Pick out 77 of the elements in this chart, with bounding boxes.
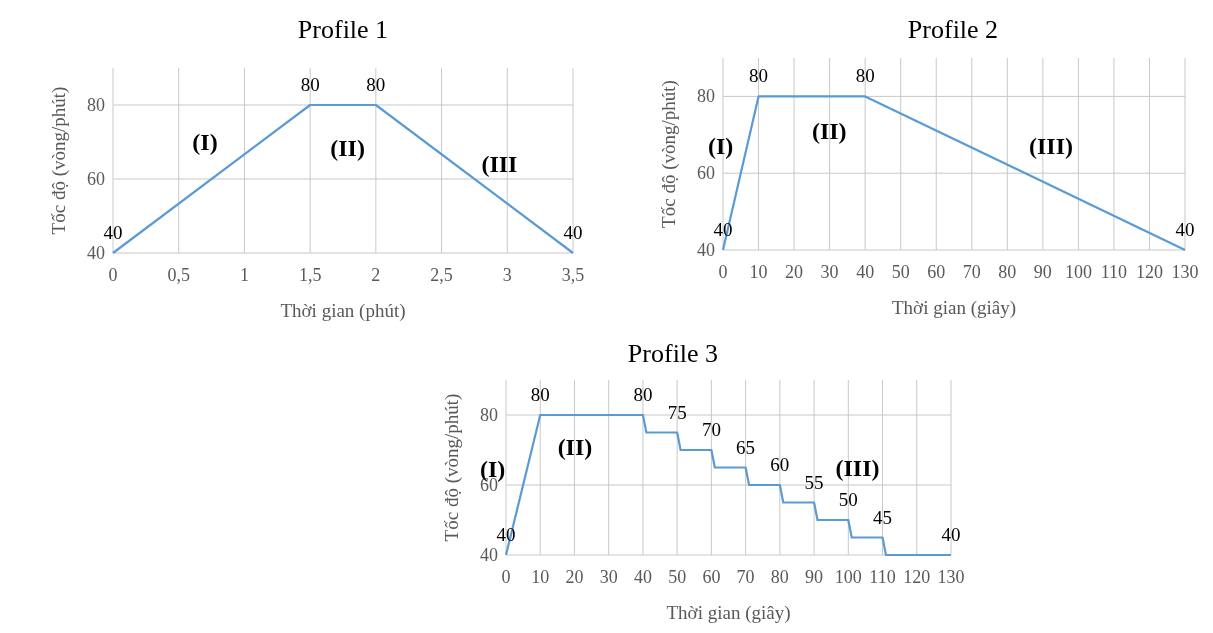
annotation: (III) — [835, 454, 880, 481]
y-tick-label: 80 — [87, 95, 105, 115]
x-tick-label: 80 — [770, 567, 789, 587]
data-label: 80 — [366, 74, 386, 95]
data-label: 40 — [941, 524, 961, 545]
y-tick-label: 40 — [480, 545, 498, 565]
y-tick-label: 80 — [697, 86, 715, 107]
x-tick-label: 110 — [1100, 262, 1128, 282]
x-tick-label: 0 — [718, 262, 728, 282]
x-tick-label: 1 — [239, 265, 249, 285]
chart-title: Profile 2 — [907, 15, 999, 44]
data-label: 80 — [530, 384, 550, 405]
x-tick-label: 10 — [749, 262, 768, 282]
x-tick-label: 40 — [856, 262, 875, 282]
y-tick-label: 60 — [697, 163, 715, 184]
x-tick-label: 3 — [502, 265, 512, 285]
chart-title: Profile 3 — [627, 339, 719, 368]
x-tick-label: 80 — [998, 262, 1017, 282]
x-tick-label: 130 — [1171, 262, 1199, 282]
x-tick-label: 70 — [962, 262, 981, 282]
data-label: 55 — [804, 471, 824, 493]
annotation: (II) — [811, 117, 847, 144]
x-tick-label: 120 — [903, 567, 931, 587]
annotation: (III) — [1029, 133, 1074, 160]
y-tick-label: 40 — [697, 240, 715, 260]
x-tick-label: 0 — [108, 265, 118, 285]
x-tick-label: 30 — [820, 262, 839, 282]
x-tick-label: 100 — [1064, 262, 1092, 282]
x-tick-label: 120 — [1135, 262, 1163, 282]
data-label: 60 — [770, 454, 790, 475]
data-label: 40 — [563, 222, 583, 243]
x-tick-label: 0 — [501, 567, 511, 587]
data-label: 80 — [300, 74, 320, 95]
x-tick-label: 3,5 — [561, 265, 585, 285]
data-label: 80 — [855, 65, 875, 87]
y-axis-title: Tốc độ (vòng/phút) — [441, 393, 463, 542]
x-tick-label: 1,5 — [298, 265, 322, 285]
data-label: 75 — [667, 401, 687, 423]
y-axis-title: Tốc độ (vòng/phút) — [658, 80, 680, 228]
data-label: 80 — [749, 65, 769, 87]
x-tick-label: 50 — [668, 567, 687, 587]
y-tick-label: 60 — [87, 169, 105, 189]
annotation: (I) — [708, 133, 734, 160]
x-tick-label: 60 — [927, 262, 946, 282]
y-tick-label: 40 — [87, 243, 105, 263]
x-tick-label: 70 — [736, 567, 755, 587]
x-tick-label: 2 — [371, 265, 381, 285]
annotation: (III — [481, 151, 518, 178]
chart-title: Profile 1 — [297, 15, 389, 44]
x-tick-label: 10 — [531, 567, 550, 587]
x-tick-label: 130 — [937, 567, 965, 587]
x-axis-title: Thời gian (giây) — [891, 297, 1017, 319]
annotation: (II) — [557, 433, 593, 460]
data-label: 80 — [633, 384, 653, 405]
y-tick-label: 80 — [480, 405, 498, 425]
x-tick-label: 2,5 — [430, 265, 453, 285]
x-tick-label: 20 — [785, 262, 804, 282]
data-label: 65 — [736, 436, 756, 458]
x-tick-label: 100 — [834, 567, 862, 587]
x-tick-label: 110 — [869, 567, 896, 587]
x-axis-title: Thời gian (giây) — [666, 602, 791, 624]
annotation: (II) — [330, 134, 365, 161]
x-tick-label: 50 — [891, 262, 910, 282]
annotation: (I) — [192, 129, 218, 155]
x-tick-label: 20 — [565, 567, 584, 587]
data-label: 40 — [103, 222, 123, 243]
data-label: 40 — [1175, 219, 1195, 240]
x-tick-label: 0,5 — [167, 265, 190, 285]
data-label: 50 — [838, 489, 858, 510]
data-label: 45 — [873, 506, 893, 528]
x-tick-label: 30 — [599, 567, 618, 587]
x-axis-title: Thời gian (phút) — [280, 300, 406, 322]
data-label: 70 — [701, 419, 721, 440]
x-tick-label: 90 — [1033, 262, 1052, 282]
x-tick-label: 90 — [805, 567, 824, 587]
y-axis-title: Tốc độ (vòng/phút) — [48, 86, 70, 235]
x-tick-label: 40 — [633, 567, 652, 587]
